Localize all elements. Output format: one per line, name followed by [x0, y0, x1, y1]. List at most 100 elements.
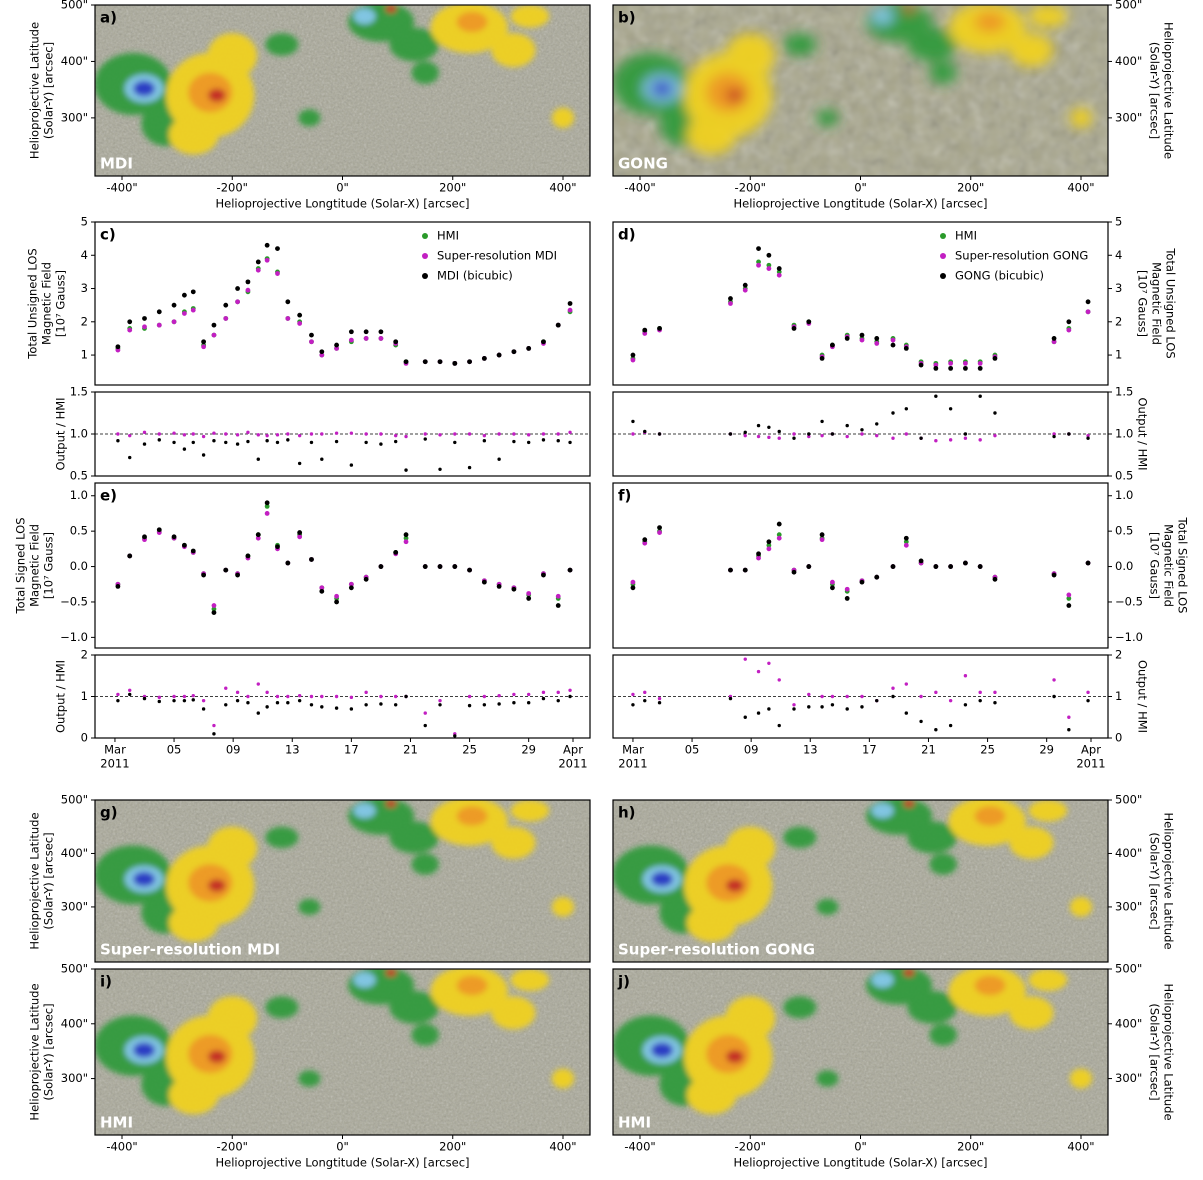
data-point — [128, 692, 132, 697]
axes-frame — [94, 482, 591, 649]
data-point — [630, 579, 636, 585]
data-point — [776, 269, 782, 275]
data-point — [934, 394, 938, 398]
data-point — [1052, 434, 1056, 439]
x-tick-label: -400" — [106, 1140, 137, 1154]
data-point — [963, 703, 968, 707]
axes-frame — [94, 4, 591, 177]
active-regions — [613, 5, 1093, 155]
data-point — [211, 603, 217, 608]
y-tick-label: 2 — [81, 314, 88, 328]
y-tick-label: 0.0 — [1115, 559, 1133, 573]
data-point — [756, 669, 761, 674]
data-point — [643, 698, 647, 703]
y-tick-label: 1.0 — [70, 427, 88, 441]
data-point — [766, 539, 772, 545]
region — [871, 972, 894, 988]
data-point — [182, 433, 187, 437]
data-point — [820, 419, 824, 424]
data-point — [437, 564, 443, 569]
data-point — [275, 544, 280, 550]
data-point — [223, 316, 229, 321]
y-axis-label: [10⁷ Gauss] — [1136, 270, 1150, 337]
data-point — [182, 447, 187, 451]
data-point — [115, 583, 121, 589]
data-point — [934, 728, 938, 732]
data-point — [128, 688, 132, 692]
y-tick-label: 500" — [61, 793, 88, 807]
region — [411, 61, 439, 85]
data-point — [830, 694, 835, 699]
x-tick-label: 09 — [744, 743, 759, 757]
region — [265, 33, 299, 56]
data-point — [157, 695, 161, 700]
data-point — [1086, 433, 1090, 438]
data-point — [978, 690, 982, 695]
region — [168, 115, 219, 155]
data-point — [264, 242, 270, 248]
data-point — [309, 339, 314, 345]
x-tick-label: -400" — [624, 1140, 655, 1154]
y-axis-label: (Solar-Y) [arcsec] — [1148, 42, 1162, 139]
y-tick-label: 4 — [1115, 248, 1122, 262]
data-point — [438, 433, 442, 437]
data-point — [309, 332, 314, 338]
data-point — [807, 432, 811, 436]
data-point — [860, 432, 864, 436]
data-point — [349, 695, 354, 700]
data-point — [875, 698, 879, 703]
data-point — [806, 564, 812, 569]
y-tick-label: 0 — [81, 731, 88, 745]
data-point — [875, 422, 879, 426]
y-axis-label: Output / HMI — [1136, 660, 1150, 733]
data-point — [756, 259, 761, 265]
data-point — [285, 299, 291, 305]
data-point — [874, 336, 880, 341]
data-point — [756, 246, 761, 252]
y-tick-label: 500" — [61, 962, 88, 976]
data-point — [1086, 698, 1090, 703]
region — [651, 1042, 674, 1058]
x-axis-label: Helioprojective Longtitude (Solar-X) [ar… — [215, 197, 469, 211]
y-axis-label: Output / HMI — [54, 660, 68, 733]
data-point — [891, 436, 895, 440]
data-point — [777, 429, 781, 434]
data-point — [777, 436, 781, 440]
data-point — [181, 311, 187, 316]
data-point — [845, 434, 849, 439]
data-point — [201, 572, 207, 578]
data-point — [285, 316, 291, 321]
data-point — [767, 661, 771, 665]
x-tick-year: 2011 — [618, 757, 647, 771]
data-point — [393, 433, 398, 438]
data-point — [378, 329, 384, 335]
data-point — [496, 583, 502, 589]
x-tick-label: -200" — [735, 1140, 766, 1154]
axes-frame — [612, 799, 1109, 963]
y-tick-label: 300" — [61, 1071, 88, 1085]
data-point — [511, 349, 517, 355]
data-point — [453, 440, 457, 445]
y-tick-label: 300" — [61, 110, 88, 124]
data-point — [201, 434, 206, 439]
y-tick-label: 0.0 — [70, 559, 88, 573]
data-point — [934, 690, 938, 695]
data-point — [128, 455, 132, 460]
region — [651, 871, 674, 887]
data-point — [309, 703, 314, 707]
data-point — [319, 588, 325, 594]
y-axis-label: Magnetic Field — [40, 262, 54, 345]
data-point — [977, 564, 983, 569]
data-point — [511, 586, 517, 592]
data-point — [363, 329, 369, 335]
data-point — [349, 707, 354, 711]
data-point — [128, 433, 132, 438]
x-tick-label: 29 — [1039, 743, 1054, 757]
data-point — [845, 694, 849, 699]
data-point — [224, 703, 228, 707]
y-tick-label: 400" — [1115, 54, 1142, 68]
x-tick-label: Mar — [104, 743, 126, 757]
data-point — [555, 593, 561, 599]
data-point — [404, 434, 408, 439]
data-point — [1067, 432, 1071, 436]
